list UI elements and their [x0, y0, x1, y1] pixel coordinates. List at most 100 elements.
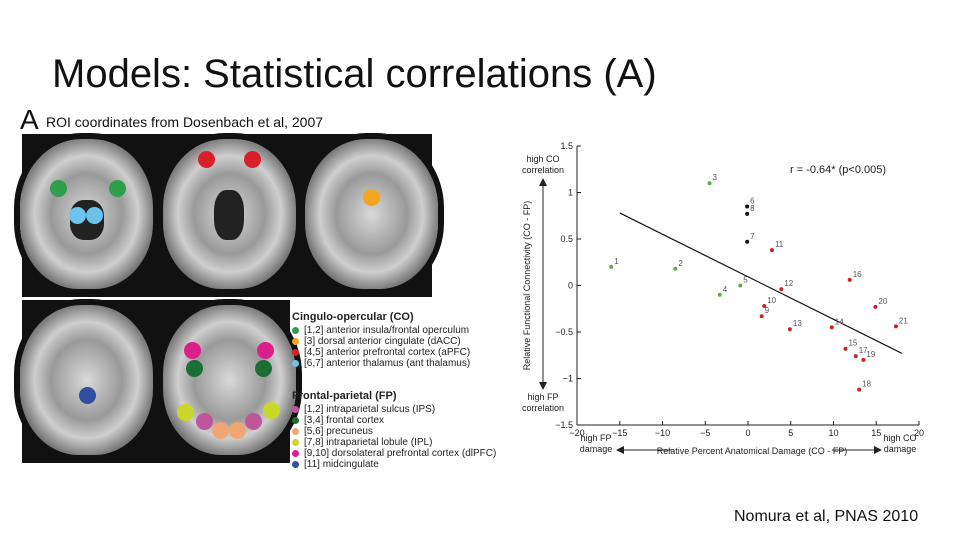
data-point — [893, 324, 898, 329]
data-point — [745, 239, 750, 244]
roi-dot — [229, 422, 246, 439]
data-point — [857, 387, 862, 392]
x-arrow-head-left — [616, 446, 624, 454]
y-tick-label: 1 — [568, 188, 573, 198]
data-point-label: 8 — [750, 204, 755, 213]
x-left-label-line2: damage — [580, 444, 613, 454]
data-point-label: 2 — [678, 259, 683, 268]
data-point — [745, 211, 750, 216]
legend-item: [1,2] intraparietal sulcus (IPS) — [290, 404, 530, 415]
roi-dot — [184, 342, 201, 359]
data-point — [779, 287, 784, 292]
y-top-label-line2: correlation — [522, 165, 564, 175]
legend-item: [5,6] precuneus — [290, 426, 530, 437]
x-tick-label: −10 — [655, 428, 670, 438]
data-point — [769, 248, 774, 253]
data-point — [759, 314, 764, 319]
x-axis-title-bg — [672, 444, 832, 456]
data-point-label: 9 — [765, 306, 770, 315]
legend-swatch — [292, 461, 299, 468]
y-tick-label: 0 — [568, 281, 573, 291]
y-top-label-line1: high CO — [526, 154, 559, 164]
x-tick-label: 15 — [871, 428, 881, 438]
y-arrow-head-bottom — [539, 382, 547, 390]
legend-label: [4,5] anterior prefrontal cortex (aPFC) — [304, 347, 471, 358]
brain-slice-4 — [20, 305, 153, 455]
data-point — [787, 327, 792, 332]
roi-dot — [244, 151, 261, 168]
x-right-label-line2: damage — [884, 444, 917, 454]
regression-line — [619, 212, 903, 354]
roi-dot — [50, 180, 67, 197]
data-point — [843, 346, 848, 351]
y-tick-label: −1 — [563, 374, 573, 384]
data-point-label: 6 — [750, 196, 755, 205]
slide-title: Models: Statistical correlations (A) — [52, 52, 657, 96]
data-point-label: 7 — [750, 232, 755, 241]
data-point-label: 14 — [835, 317, 844, 326]
legend-swatch — [292, 406, 299, 413]
roi-dot — [255, 360, 272, 377]
legend-label: [1,2] intraparietal sulcus (IPS) — [304, 404, 436, 415]
figure-a-caption: ROI coordinates from Dosenbach et al, 20… — [46, 114, 324, 130]
data-point-label: 17 — [859, 346, 868, 355]
data-point-label: 12 — [784, 279, 793, 288]
roi-dot — [245, 413, 262, 430]
data-point — [609, 264, 614, 269]
x-tick-label: 20 — [914, 428, 924, 438]
roi-dot — [196, 413, 213, 430]
legend-swatch — [292, 417, 299, 424]
x-tick-label: 0 — [745, 428, 750, 438]
legend-co-list: [1,2] anterior insula/frontal operculum[… — [290, 325, 530, 369]
x-tick-label: 10 — [828, 428, 838, 438]
brain-slice-3 — [305, 139, 438, 289]
data-point-label: 19 — [866, 350, 875, 359]
y-bottom-label-line2: correlation — [522, 403, 564, 413]
data-point-label: 21 — [899, 316, 908, 325]
data-point-label: 5 — [743, 276, 748, 285]
legend-item: [3] dorsal anterior cingulate (dACC) — [290, 336, 530, 347]
x-tick-label: −5 — [700, 428, 710, 438]
legend-item: [11] midcingulate — [290, 459, 530, 470]
x-tick-label: −20 — [569, 428, 584, 438]
y-tick-label: −0.5 — [555, 327, 573, 337]
roi-dot — [69, 207, 86, 224]
y-arrow-head-top — [539, 178, 547, 186]
data-point — [707, 181, 712, 186]
x-tick-label: 5 — [788, 428, 793, 438]
data-point — [847, 277, 852, 282]
roi-dot — [363, 189, 380, 206]
figure-a-letter: A — [20, 104, 39, 135]
data-point — [829, 325, 834, 330]
legend-fp-list: [1,2] intraparietal sulcus (IPS) [3,4] fr… — [290, 404, 530, 470]
ventricle-2 — [214, 190, 244, 240]
data-point-label: 20 — [878, 297, 887, 306]
data-point — [762, 303, 767, 308]
data-point-label: 18 — [862, 380, 871, 389]
data-point-label: 13 — [793, 319, 802, 328]
legend-label: [3,4] frontal cortex — [304, 415, 385, 426]
roi-dot — [263, 402, 280, 419]
roi-dot — [79, 387, 96, 404]
legend-swatch — [292, 327, 299, 334]
y-bottom-label-line1: high FP — [527, 392, 558, 402]
y-tick-label: −1.5 — [555, 420, 573, 430]
legend-item: [9,10] dorsolateral prefrontal cortex (d… — [290, 448, 530, 459]
roi-dot — [198, 151, 215, 168]
legend-co-heading: Cingulo-opercular (CO) — [292, 311, 414, 323]
roi-legend: Cingulo-opercular (CO) [1,2] anterior in… — [290, 312, 530, 470]
legend-label: [11] midcingulate — [304, 459, 379, 470]
legend-label: [3] dorsal anterior cingulate (dACC) — [304, 336, 461, 347]
legend-item: [7,8] intraparietal lobule (IPL) — [290, 437, 530, 448]
legend-item: [4,5] anterior prefrontal cortex (aPFC) — [290, 347, 530, 358]
roi-dot — [186, 360, 203, 377]
data-point — [853, 354, 858, 359]
data-point — [673, 266, 678, 271]
data-point-label: 4 — [723, 285, 728, 294]
data-point — [861, 357, 866, 362]
legend-item: [3,4] frontal cortex — [290, 415, 530, 426]
legend-swatch — [292, 439, 299, 446]
legend-swatch — [292, 349, 299, 356]
x-arrow-head-right — [874, 446, 882, 454]
legend-item: [6,7] anterior thalamus (ant thalamus) — [290, 358, 530, 369]
